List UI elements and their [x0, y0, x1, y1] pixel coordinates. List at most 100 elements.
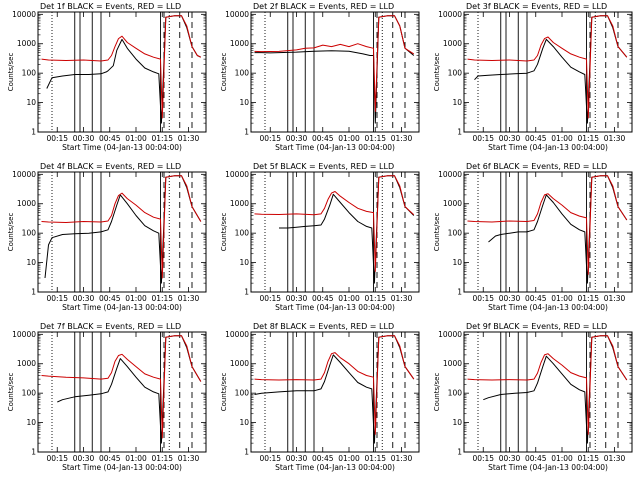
panel-title: Det 4f BLACK = Events, RED = LLD: [40, 162, 181, 171]
plot-frame: [250, 11, 420, 133]
y-axis-label: Counts/sec: [7, 213, 15, 252]
x-tick-label: 00:30: [499, 134, 521, 143]
panel-title: Det 1f BLACK = Events, RED = LLD: [40, 2, 181, 11]
x-tick-label: 01:30: [391, 134, 413, 143]
series-lld: [254, 335, 415, 435]
x-tick-label: 00:15: [472, 134, 494, 143]
y-axis-label: Counts/sec: [433, 373, 441, 412]
y-tick-label: 1000: [17, 39, 36, 48]
y-tick-label: 10000: [438, 330, 462, 339]
y-axis-label: Counts/sec: [220, 53, 228, 92]
y-tick-label: 10: [26, 98, 36, 107]
y-tick-label: 10: [26, 418, 36, 427]
x-tick-label: 00:15: [46, 454, 68, 463]
y-tick-label: 1000: [443, 359, 462, 368]
x-tick-label: 01:15: [577, 134, 599, 143]
panel-4: Det 4f BLACK = Events, RED = LLD 1 10 100 10…: [7, 162, 207, 312]
y-tick-label: 10: [452, 98, 462, 107]
x-axis-label: Start Time (04-Jan-13 00:04:00): [62, 143, 182, 152]
plot-frame: [37, 331, 207, 453]
x-tick-label: 00:15: [46, 294, 68, 303]
plot-frame: [463, 331, 633, 453]
x-tick-label: 00:15: [472, 454, 494, 463]
x-tick-label: 01:30: [178, 294, 200, 303]
y-tick-label: 100: [448, 389, 463, 398]
series-lld: [467, 175, 628, 275]
x-tick-label: 01:15: [364, 454, 386, 463]
x-tick-label: 01:00: [125, 294, 147, 303]
x-tick-label: 00:45: [99, 294, 121, 303]
x-tick-label: 00:30: [286, 134, 308, 143]
x-tick-label: 00:15: [259, 134, 281, 143]
series-lld: [41, 15, 202, 119]
plot-frame: [37, 171, 207, 293]
y-tick-label: 10000: [438, 10, 462, 19]
y-tick-label: 1000: [230, 359, 249, 368]
x-tick-label: 01:15: [151, 294, 173, 303]
x-tick-label: 01:15: [364, 294, 386, 303]
series-events: [483, 335, 628, 444]
y-tick-label: 10000: [12, 170, 36, 179]
panel-title: Det 5f BLACK = Events, RED = LLD: [253, 162, 394, 171]
y-tick-label: 10000: [225, 10, 249, 19]
x-tick-label: 01:30: [391, 454, 413, 463]
series-events: [474, 15, 628, 124]
x-tick-label: 01:00: [551, 294, 573, 303]
y-tick-label: 10000: [438, 170, 462, 179]
x-tick-label: 00:30: [73, 294, 95, 303]
y-tick-label: 1: [244, 448, 249, 457]
x-axis-label: Start Time (04-Jan-13 00:04:00): [488, 463, 608, 472]
y-tick-label: 1: [244, 128, 249, 137]
x-tick-label: 01:15: [151, 134, 173, 143]
y-tick-label: 1000: [230, 39, 249, 48]
panel-title: Det 9f BLACK = Events, RED = LLD: [466, 322, 607, 331]
plot-frame: [463, 11, 633, 133]
y-tick-label: 100: [22, 229, 37, 238]
y-tick-label: 1: [31, 448, 36, 457]
x-tick-label: 00:15: [46, 134, 68, 143]
y-tick-label: 100: [235, 229, 250, 238]
plot-frame: [250, 171, 420, 293]
series-events: [254, 335, 415, 444]
x-tick-label: 01:15: [151, 454, 173, 463]
x-tick-label: 01:00: [125, 134, 147, 143]
series-lld: [41, 175, 202, 279]
series-lld: [467, 335, 628, 435]
y-tick-label: 10000: [12, 10, 36, 19]
plot-frame: [250, 331, 420, 453]
y-axis-label: Counts/sec: [433, 213, 441, 252]
plot-frame: [463, 171, 633, 293]
y-tick-label: 100: [235, 69, 250, 78]
x-tick-label: 00:45: [312, 454, 334, 463]
x-tick-label: 01:00: [338, 454, 360, 463]
series-events: [44, 175, 202, 284]
y-tick-label: 10: [452, 258, 462, 267]
x-tick-label: 00:45: [525, 134, 547, 143]
panel-7: Det 7f BLACK = Events, RED = LLD 1 10 100 10…: [7, 322, 207, 472]
x-axis-label: Start Time (04-Jan-13 00:04:00): [275, 303, 395, 312]
panel-1: Det 1f BLACK = Events, RED = LLD 1 10 100 10…: [7, 2, 207, 152]
x-tick-label: 01:30: [391, 294, 413, 303]
x-axis-label: Start Time (04-Jan-13 00:04:00): [62, 463, 182, 472]
y-tick-label: 100: [22, 389, 37, 398]
x-tick-label: 01:30: [604, 294, 626, 303]
y-tick-label: 1000: [17, 359, 36, 368]
series-events: [46, 15, 202, 124]
panel-2: Det 2f BLACK = Events, RED = LLD 1 10 100 10…: [220, 2, 420, 152]
y-tick-label: 10: [452, 418, 462, 427]
series-lld: [254, 175, 415, 272]
x-tick-label: 00:15: [259, 454, 281, 463]
panel-title: Det 6f BLACK = Events, RED = LLD: [466, 162, 607, 171]
x-tick-label: 00:30: [73, 454, 95, 463]
x-tick-label: 01:30: [604, 454, 626, 463]
x-tick-label: 00:45: [312, 294, 334, 303]
x-tick-label: 01:00: [125, 454, 147, 463]
series-events: [57, 335, 202, 444]
x-tick-label: 00:45: [525, 454, 547, 463]
y-tick-label: 1: [31, 288, 36, 297]
panel-title: Det 7f BLACK = Events, RED = LLD: [40, 322, 181, 331]
y-tick-label: 100: [235, 389, 250, 398]
y-tick-label: 1000: [230, 199, 249, 208]
series-lld: [254, 15, 415, 112]
